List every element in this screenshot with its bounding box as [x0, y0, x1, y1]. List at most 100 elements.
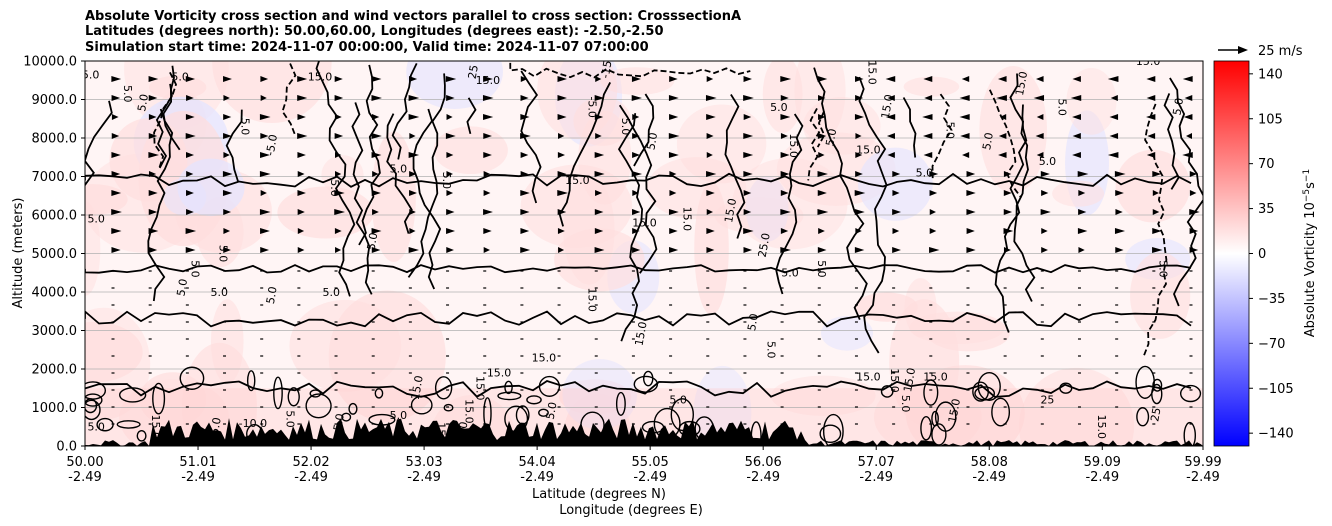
wind-vector [1003, 209, 1013, 215]
wind-vector [892, 209, 902, 215]
quiver-key-arrowhead-icon [1238, 46, 1248, 54]
colorbar-ticks: 140 105 70 35 0 −35 −70 −105 −140 [1249, 67, 1294, 442]
contour-label: -5.0 [586, 96, 599, 117]
vorticity-patch [770, 375, 876, 416]
wind-vector [1040, 171, 1050, 177]
vorticity-patch [85, 321, 143, 383]
terrain-clutter [85, 365, 1203, 446]
x-tick-label-lat: 59.09 [1084, 455, 1121, 470]
contour-loop [116, 420, 141, 429]
wind-vector [922, 114, 933, 120]
wind-vector [557, 190, 569, 196]
wind-vector [520, 76, 528, 82]
x-tick-label-lon: -2.49 [1085, 470, 1119, 485]
wind-vector [408, 95, 420, 101]
wind-vector [186, 171, 194, 177]
contour-label: 25 [466, 64, 481, 80]
wind-vector [743, 171, 753, 177]
contour-label: 5.0 [208, 416, 224, 435]
contour-line [147, 108, 174, 302]
wind-vector [446, 190, 454, 196]
contour-line [807, 107, 821, 181]
colorbar-tick-label: 140 [1258, 67, 1283, 82]
wind-vector [631, 95, 642, 101]
wind-vector [632, 190, 639, 196]
wind-vector [923, 76, 933, 82]
wind-vector [445, 76, 457, 82]
wind-vector [1146, 152, 1156, 158]
x-tick-label-lon: -2.49 [407, 470, 441, 485]
contour-loop [504, 405, 529, 433]
vorticity-patch [1052, 180, 1105, 207]
wind-vector [818, 228, 825, 234]
y-tick-label: 5000.0 [32, 247, 78, 262]
wind-vector [223, 133, 232, 139]
contour-label: 15.0 [946, 398, 963, 424]
contour-line [617, 113, 644, 342]
wind-vector [1072, 114, 1081, 120]
wind-vector [1152, 247, 1163, 253]
x-tick-label-lon: -2.49 [1186, 470, 1220, 485]
wind-vector [668, 133, 680, 139]
vorticity-patch [210, 299, 244, 384]
wind-vector [334, 114, 342, 120]
wind-vector [186, 152, 195, 158]
wind-vector [998, 152, 1007, 158]
wind-vector [557, 114, 567, 120]
contour-label: 15.0 [308, 70, 333, 83]
wind-vector [335, 247, 342, 253]
terrain-fill [85, 418, 1203, 446]
wind-vector [409, 228, 416, 234]
wind-vector [483, 247, 490, 253]
wind-vector [334, 95, 344, 101]
wind-vector [961, 76, 970, 82]
x-tick-label-lat: 58.08 [971, 455, 1008, 470]
wind-vector [706, 152, 713, 158]
contour-loop [348, 402, 358, 415]
vorticity-patch [1130, 252, 1191, 339]
wind-vector [520, 95, 529, 101]
wind-vector [854, 114, 865, 120]
wind-vector [1109, 133, 1119, 139]
contour-label: 5.0 [188, 260, 201, 278]
contour-loop [305, 393, 332, 419]
wind-vector [558, 247, 565, 253]
contour-label: 15.0 [463, 399, 476, 424]
wind-vector [1077, 228, 1088, 234]
contour-label: 5.0 [644, 131, 660, 150]
wind-vector [185, 247, 196, 253]
contour-loop [1152, 378, 1163, 392]
wind-vector [408, 152, 420, 158]
wind-vector [999, 114, 1007, 120]
contour-label: 5.0 [815, 260, 828, 278]
contour-loop [931, 410, 939, 427]
wind-vector [966, 228, 975, 234]
wind-vector [668, 152, 679, 158]
wind-vector [1189, 228, 1199, 234]
wind-vector [924, 95, 933, 101]
wind-vector [260, 228, 270, 234]
wind-vector [1115, 247, 1124, 253]
wind-vector [705, 95, 717, 101]
contour-loop [246, 423, 263, 444]
vorticity-patch [109, 118, 188, 202]
vorticity-patch [554, 228, 645, 292]
contour-loop [538, 408, 549, 417]
vorticity-patch [406, 61, 503, 109]
contour-label: 25 [1148, 407, 1163, 423]
contour-loop [633, 375, 659, 393]
wind-vector [372, 171, 379, 177]
contour-label: 5.0 [331, 413, 347, 432]
wind-vector [483, 76, 493, 82]
vorticity-patch [693, 365, 752, 446]
wind-vector [297, 228, 305, 234]
wind-vector [594, 228, 604, 234]
wind-vector [1146, 95, 1156, 101]
contour-loop [991, 397, 1011, 427]
wind-vector [780, 76, 792, 82]
contour-line [558, 81, 611, 227]
wind-vector [1003, 228, 1014, 234]
wind-vector [743, 114, 752, 120]
contour-label: 15.0 [888, 368, 901, 393]
contour-loop [119, 387, 147, 403]
